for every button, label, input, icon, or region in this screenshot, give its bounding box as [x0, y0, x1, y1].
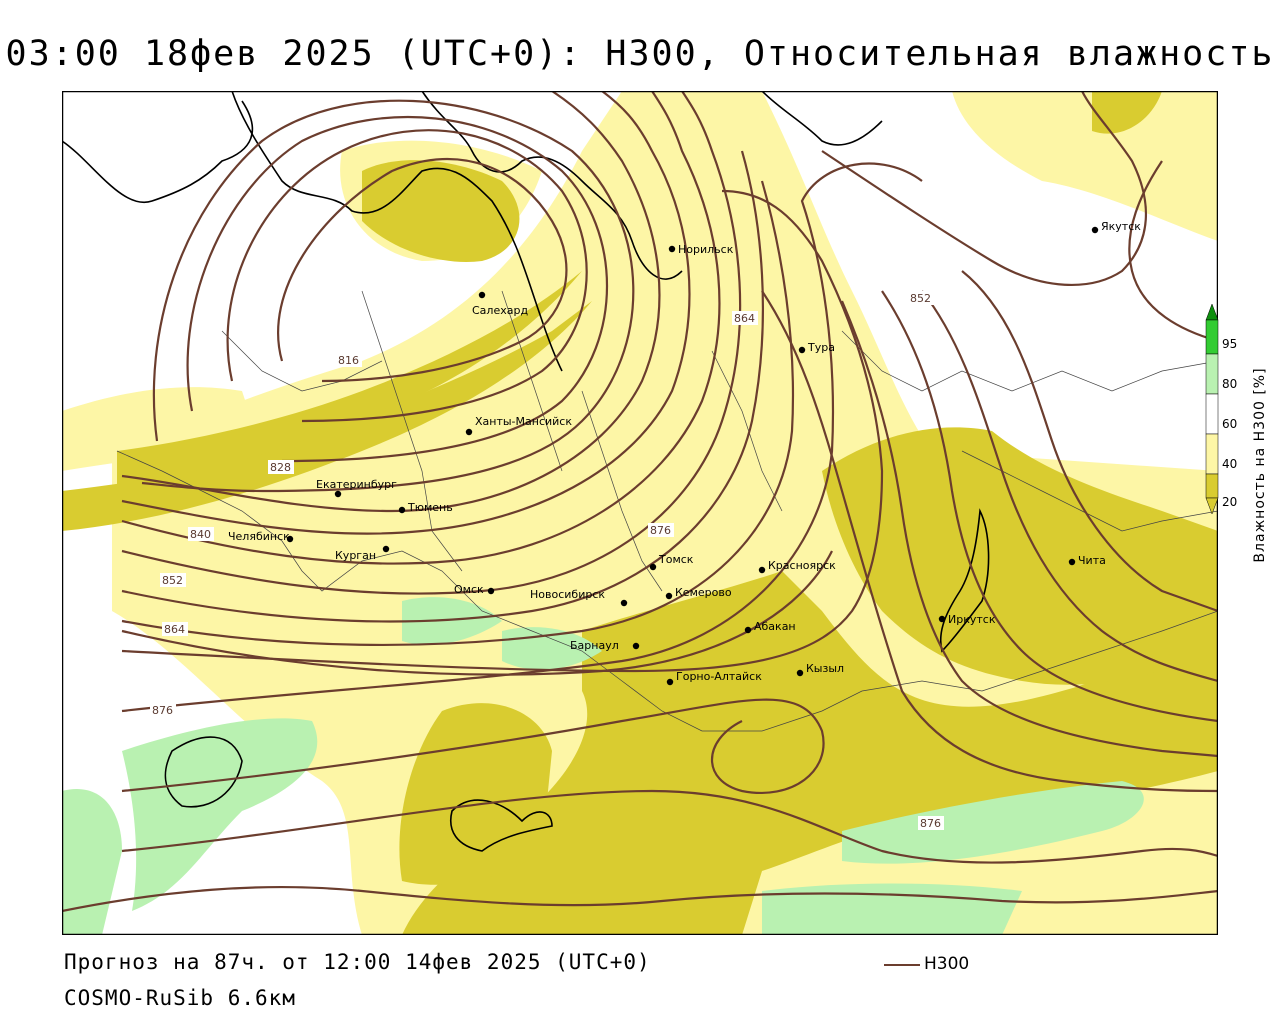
city-label: Чита: [1078, 554, 1106, 567]
city-label: Кызыл: [806, 662, 844, 675]
map-panel: 816 828 840 852 864 876 852 864 876 876 …: [62, 91, 1218, 935]
chart-title: 03:00 18фев 2025 (UTC+0): H300, Относите…: [5, 34, 1275, 74]
h300-contours: [62, 91, 1218, 913]
contour-label: 816: [338, 354, 359, 367]
contour-label: 864: [734, 312, 755, 325]
city-label: Якутск: [1101, 220, 1141, 233]
city-label: Красноярск: [768, 559, 836, 572]
contour-label: 876: [152, 704, 173, 717]
h300-legend-label: H300: [924, 954, 970, 974]
colorbar-tick: 20: [1222, 495, 1238, 509]
city-label: Салехард: [472, 304, 528, 317]
cities: Норильск Якутск Салехард Тура Ханты-Манс…: [228, 220, 1141, 686]
city-label: Иркутск: [948, 613, 996, 626]
humidity-dark-yellow-areas: [62, 91, 1218, 935]
city-label: Тура: [807, 341, 835, 354]
contour-label: 864: [164, 623, 185, 636]
city-label: Челябинск: [228, 530, 290, 543]
city-label: Новосибирск: [530, 588, 605, 601]
city-label: Тюмень: [407, 501, 453, 514]
city-label: Кемерово: [675, 586, 732, 599]
model-name: COSMO-RuSib 6.6км: [64, 986, 296, 1010]
colorbar-title: Влажность на H300 [%]: [1252, 367, 1268, 563]
colorbar-tick: 40: [1222, 457, 1238, 471]
city-label: Екатеринбург: [316, 478, 397, 491]
forecast-info: Прогноз на 87ч. от 12:00 14фев 2025 (UTC…: [64, 950, 651, 974]
h300-legend-line: [884, 964, 920, 966]
city-label: Абакан: [754, 620, 796, 633]
contour-label: 876: [650, 524, 671, 537]
colorbar-tick: 80: [1222, 377, 1238, 391]
humidity-light-green-areas: [62, 597, 1144, 935]
humidity-colorbar: [1196, 300, 1230, 560]
city-label: Курган: [335, 549, 376, 562]
contour-label: 828: [270, 461, 291, 474]
city-label: Барнаул: [570, 639, 619, 652]
city-label: Томск: [658, 553, 694, 566]
contour-labels: 816 828 840 852 864 876 852 864 876 876: [150, 291, 944, 830]
colorbar-tick: 60: [1222, 417, 1238, 431]
colorbar-tick: 95: [1222, 337, 1238, 351]
coastlines: [62, 91, 990, 852]
contour-label: 852: [910, 292, 931, 305]
city-label: Ханты-Мансийск: [475, 415, 572, 428]
contour-label: 840: [190, 528, 211, 541]
contour-label: 876: [920, 817, 941, 830]
contour-label: 852: [162, 574, 183, 587]
city-label: Норильск: [678, 243, 734, 256]
city-label: Омск: [454, 583, 484, 596]
city-label: Горно-Алтайск: [676, 670, 762, 683]
